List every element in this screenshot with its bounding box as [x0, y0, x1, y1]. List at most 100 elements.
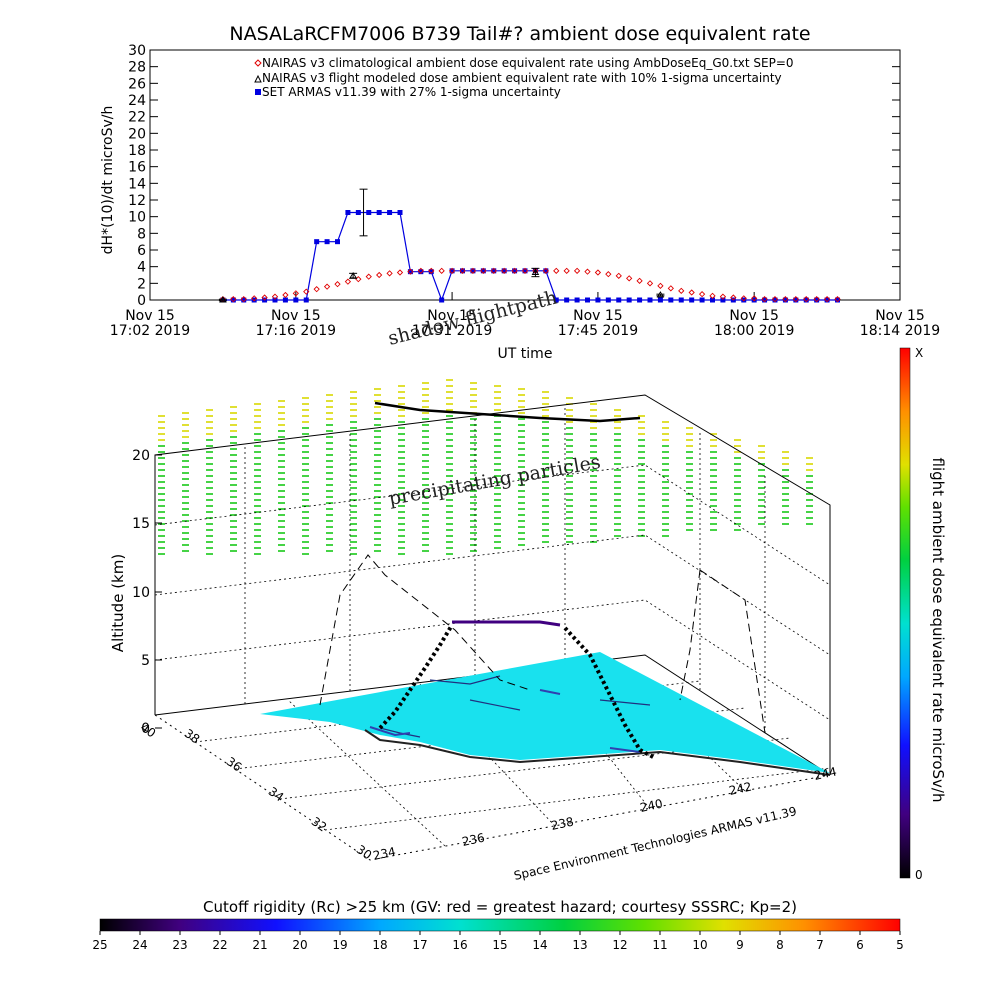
armas-point: [303, 297, 309, 303]
armas-point: [418, 269, 424, 275]
armas-point: [762, 297, 768, 303]
nairas-clim-point: [271, 293, 279, 300]
y-tick-label: 30: [128, 43, 146, 59]
nairas-clim-point: [334, 281, 341, 288]
nairas-clim-point: [813, 296, 820, 303]
latitude-tick-label: 36: [224, 754, 245, 774]
y-tick-label: 20: [128, 126, 146, 142]
land-contours: [379, 675, 651, 738]
nairas-clim-point: [469, 267, 477, 274]
plot-frame: [149, 49, 901, 301]
latitude-tick-label: 38: [182, 726, 203, 746]
y-axis-label: dH*(10)/dt microSv/h: [100, 106, 116, 255]
x-tick-label: Nov 15: [271, 308, 321, 324]
altitude-tick-label: 15: [132, 516, 150, 532]
armas-point: [314, 239, 320, 245]
armas-point: [751, 297, 757, 303]
rigidity-tick-label: 9: [736, 938, 744, 952]
armas-point: [543, 268, 549, 274]
legend-square-icon: [255, 89, 261, 95]
armas-point: [647, 297, 653, 303]
y-tick-label: 26: [128, 76, 146, 92]
nairas-clim-point: [792, 296, 799, 303]
nairas-clim-point: [605, 271, 612, 278]
nairas-clim-point: [323, 283, 331, 290]
nairas-clim-point: [313, 286, 320, 293]
armas-point: [272, 297, 278, 303]
armas-point: [241, 297, 247, 303]
nairas-clim-point: [740, 295, 747, 302]
longitude-tick-label: 240: [639, 796, 664, 814]
longitude-tick-label: 244: [813, 764, 838, 782]
rigidity-tick-label: 15: [492, 938, 507, 952]
series-layer: [218, 188, 841, 303]
flight-ascent: [378, 623, 454, 730]
x-tick-label: 17:31 2019: [412, 323, 492, 339]
longitude-axis: 234 236 238 240 242 244: [372, 764, 838, 862]
armas-point: [793, 297, 799, 303]
armas-point: [522, 268, 528, 274]
nairas-clim-point: [501, 267, 508, 274]
nairas-clim-point: [594, 269, 602, 276]
nairas-clim-point: [376, 271, 383, 279]
y-tick-label: 2: [137, 276, 146, 292]
nairas-clim-point: [438, 267, 445, 274]
flight-track: [374, 401, 656, 760]
y-tick-label: 10: [128, 210, 146, 226]
nairas-clim-point: [355, 276, 362, 283]
armas-point: [439, 297, 445, 303]
armas-point: [512, 268, 518, 274]
x-tick-label: 17:16 2019: [256, 323, 336, 339]
armas-point: [428, 269, 434, 275]
altitude-axis: 0 5 10 15 20: [132, 448, 162, 737]
armas-point: [470, 268, 476, 274]
nairas-clim-point: [709, 292, 716, 299]
rigidity-colorbar: Cutoff rigidity (Rc) >25 km (GV: red = g…: [92, 898, 903, 952]
nairas-flight-point: [656, 291, 665, 298]
rigidity-tick-label: 23: [172, 938, 187, 952]
x-axis-label: UT time: [498, 346, 553, 362]
y-tick-label: 4: [137, 260, 146, 276]
armas-point: [595, 297, 601, 303]
rigidity-tick-label: 22: [212, 938, 227, 952]
colorbar-top-label: X: [915, 346, 923, 360]
y-tick-label: 18: [128, 143, 146, 159]
rigidity-tick-label: 18: [372, 938, 387, 952]
nairas-clim-point: [782, 296, 789, 303]
colorbar-label: flight ambient dose equivalent rate micr…: [929, 458, 947, 803]
nairas-clim-point: [240, 296, 247, 303]
nairas-clim-point: [771, 296, 779, 303]
nairas-clim-point: [563, 267, 570, 274]
nairas-flight-point: [219, 296, 227, 303]
flight-top-trace: [374, 401, 641, 423]
armas-point: [616, 297, 622, 303]
armas-point: [720, 297, 726, 303]
y-tick-label: 12: [128, 193, 146, 209]
altitude-tick-label: 5: [141, 653, 150, 669]
longitude-tick-label: 242: [728, 779, 753, 797]
x-tick-label: 18:14 2019: [860, 323, 940, 339]
rigidity-tick-label: 16: [452, 938, 467, 952]
terrain-surface: [260, 652, 831, 776]
armas-point: [449, 268, 455, 274]
armas-point: [782, 297, 788, 303]
nairas-clim-point: [751, 295, 758, 302]
nairas-clim-point: [636, 277, 643, 284]
armas-point: [501, 268, 507, 274]
armas-point: [376, 210, 382, 215]
armas-point: [585, 297, 590, 303]
flight-descent: [563, 626, 656, 760]
nairas-clim-point: [230, 296, 237, 303]
armas-point: [230, 297, 236, 303]
nairas-clim-point: [688, 289, 695, 296]
armas-point: [366, 210, 372, 215]
armas-point: [689, 297, 695, 303]
legend: NAIRAS v3 climatological ambient dose eq…: [254, 56, 794, 99]
legend-label: NAIRAS v3 flight modeled dose ambient eq…: [262, 71, 782, 85]
rigidity-tick-label: 19: [332, 938, 347, 952]
legend-label: NAIRAS v3 climatological ambient dose eq…: [262, 56, 794, 70]
